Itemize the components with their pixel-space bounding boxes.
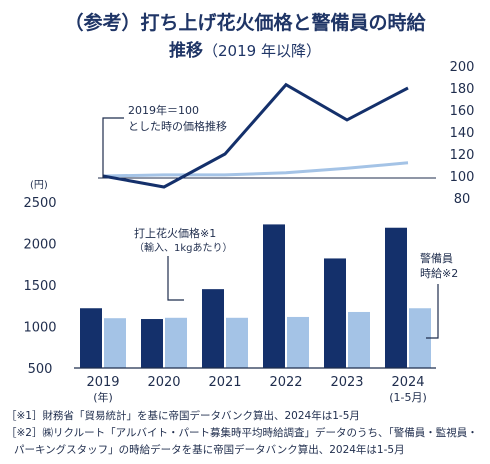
chart-title-main: 推移 (169, 41, 204, 61)
footnote-2-continued: パーキングスタッフ」の時給データを基に帝国データバンク算出、2024年は1-5月 (14, 444, 405, 456)
chart-title-line2: 推移（2019 年以降） (0, 36, 490, 61)
bar (165, 317, 187, 368)
x-tick-label: 2024 (391, 375, 424, 390)
bar-y-tick-label: 1000 (23, 321, 56, 336)
bar (104, 318, 126, 368)
x-tick-sublabel: (年) (93, 390, 113, 404)
index-line (102, 82, 409, 189)
bar (324, 258, 346, 368)
x-tick-label: 2022 (269, 375, 302, 390)
bar-y-tick-label: 1500 (23, 279, 56, 294)
footnotes: ［※1］財務省「貿易統計」を基に帝国データバンク算出、2024年は1-5月 ［※… (6, 408, 486, 459)
footnote-1: ［※1］財務省「貿易統計」を基に帝国データバンク算出、2024年は1-5月 (6, 410, 360, 422)
firework-label: 打上花火価格※1 (134, 226, 216, 240)
bar (263, 224, 285, 368)
x-tick-label: 2020 (147, 375, 180, 390)
firework-leader (167, 256, 184, 301)
bar (80, 308, 102, 368)
line-y-tick-label: 200 (450, 60, 475, 75)
line-y-tick-label: 160 (450, 104, 475, 119)
annotation-leader (102, 117, 124, 178)
guard-label-sub: 時給※2 (420, 266, 458, 280)
line-y-tick-label: 120 (450, 148, 475, 163)
bar-y-tick-label: 2000 (23, 238, 56, 253)
guard-leader (426, 284, 439, 339)
combined-chart: 80 100 120 140 160 180 200 2019年＝100 とした時の価格推移… (23, 60, 475, 404)
x-tick-label: 2021 (208, 375, 241, 390)
bar (226, 317, 248, 368)
x-tick-label: 2023 (330, 375, 363, 390)
line-y-tick-label: 80 (454, 192, 471, 207)
y-unit-label: (円) (30, 180, 48, 191)
bar (202, 289, 224, 368)
footnote-2: ［※2］㈱リクルート「アルバイト・パート募集時平均時給調査」データのうち、「警備… (6, 427, 478, 439)
chart-title-period: （2019 年以降） (203, 42, 321, 60)
firework-label-sub: （輸入、1kgあたり） (134, 241, 233, 254)
bar-y-tick-label: 2500 (23, 196, 56, 211)
index-annotation-line1: 2019年＝100 (128, 103, 199, 117)
bar (385, 227, 407, 368)
line-y-tick-label: 180 (450, 82, 475, 97)
x-tick-sublabel: (1-5月) (389, 391, 427, 404)
guard-label: 警備員 (420, 251, 453, 265)
bar (141, 319, 163, 368)
bar (287, 316, 309, 368)
bar (348, 311, 370, 368)
line-y-tick-label: 140 (450, 126, 475, 141)
bar (409, 308, 431, 368)
index-annotation-line2: とした時の価格推移 (128, 119, 227, 133)
line-y-tick-label: 100 (450, 170, 475, 185)
x-tick-label: 2019 (86, 375, 119, 390)
bar-y-tick-label: 500 (28, 362, 53, 377)
chart-title: （参考）打ち上げ花火価格と警備員の時給 (64, 12, 426, 34)
index-line (102, 161, 409, 178)
